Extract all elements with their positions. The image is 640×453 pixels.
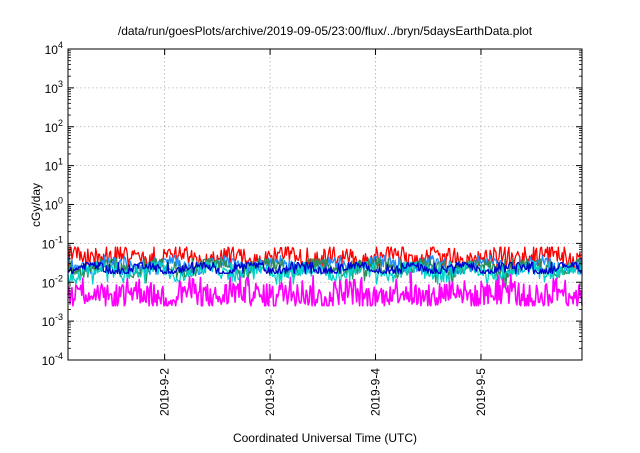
series-line [67,271,583,307]
y-tick-label: 101 [45,157,63,174]
x-axis-label: Coordinated Universal Time (UTC) [233,431,417,445]
y-tick-label: 100 [45,196,63,213]
y-tick-label: 103 [45,79,63,96]
x-tick-label: 2019-9-2 [158,368,172,416]
y-tick-label: 10-4 [42,351,63,368]
x-tick-label: 2019-9-5 [474,368,488,416]
plot-frame [67,48,583,361]
series-line [67,246,583,269]
y-tick-label: 102 [45,118,63,135]
series-line [67,261,583,274]
x-tick-label: 2019-9-4 [369,368,383,416]
tick-labels: 10-4 10-3 10-2 10-1 100 101 102 103 104 2019-9-2 2… [42,40,488,416]
x-tick-label: 2019-9-3 [263,368,277,416]
y-axis-label: cGy/day [29,183,43,227]
y-tick-label: 10-3 [42,312,63,329]
y-tick-label: 104 [45,40,63,57]
y-tick-label: 10-2 [42,273,63,290]
series-layer [67,246,583,307]
y-tick-label: 10-1 [42,234,63,251]
chart-title: /data/run/goesPlots/archive/2019-09-05/2… [118,24,533,38]
